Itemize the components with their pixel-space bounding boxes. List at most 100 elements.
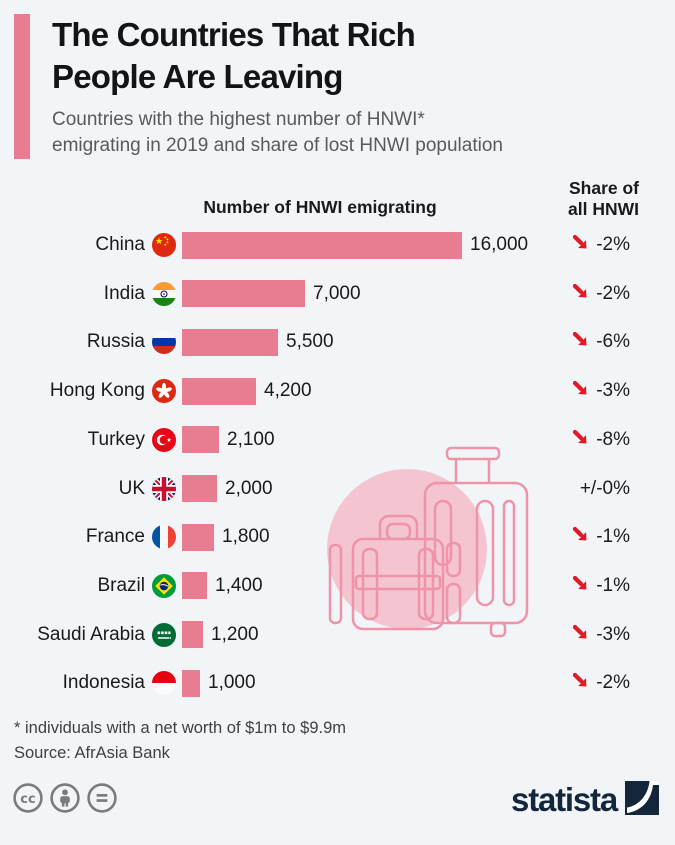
column-headers: Number of HNWI emigrating Share of all H… — [0, 171, 675, 221]
trend-down-icon — [572, 575, 589, 597]
bar-value-label: 2,000 — [225, 477, 273, 499]
china-flag-icon — [152, 233, 176, 258]
bar — [182, 377, 256, 405]
bar-zone: 1,200 — [182, 621, 575, 649]
share-cell: -2% — [572, 672, 675, 694]
india-flag-icon — [152, 281, 176, 306]
share-cell: +/-0% — [575, 478, 675, 500]
share-change-label: -6% — [596, 331, 630, 353]
bar-value-label: 1,000 — [208, 672, 256, 694]
footnote: * individuals with a net worth of $1m to… — [14, 718, 347, 737]
bar — [182, 621, 203, 649]
chart-row: China 16,000 -2% — [0, 221, 675, 270]
bar-zone: 4,200 — [182, 377, 575, 405]
bar — [182, 328, 278, 356]
share-cell: -3% — [572, 623, 675, 646]
share-change-label: -1% — [596, 574, 630, 596]
trend-down-icon — [572, 526, 589, 548]
country-label: Russia — [86, 331, 145, 353]
bar-chart: Number of HNWI emigrating Share of all H… — [0, 171, 675, 708]
chart-row: Russia 5,500 -6% — [0, 318, 675, 367]
trend-down-icon — [572, 380, 589, 402]
chart-row: France 1,800 -1% — [0, 513, 675, 562]
bar-value-label: 7,000 — [313, 282, 361, 304]
bar-zone: 2,100 — [182, 426, 575, 454]
share-change-label: -2% — [596, 672, 630, 694]
country-label: UK — [118, 477, 145, 499]
bar-value-label: 16,000 — [470, 234, 529, 256]
trend-down-icon — [572, 331, 589, 353]
creative-commons-license: cc — [12, 782, 118, 819]
bar — [182, 231, 462, 259]
no-derivatives-equals-icon — [86, 782, 118, 819]
country-label: India — [103, 282, 145, 304]
country-label: Brazil — [97, 574, 145, 596]
turkey-flag-icon — [152, 427, 176, 452]
share-cell: -6% — [572, 331, 675, 353]
share-change-label: -3% — [596, 623, 630, 645]
hong-kong-flag-icon — [152, 379, 176, 404]
country-label: Indonesia — [62, 672, 145, 694]
share-column-header: Share of all HNWI — [568, 178, 639, 220]
chart-row: India 7,000 -2% — [0, 269, 675, 318]
chart-row: Brazil 1,400 -1% — [0, 562, 675, 611]
country-label: Hong Kong — [49, 380, 145, 402]
uk-flag-icon — [152, 476, 176, 501]
trend-down-icon — [572, 234, 589, 256]
value-column-header: Number of HNWI emigrating — [203, 196, 437, 217]
source-label: Source: AfrAsia Bank — [14, 744, 170, 763]
share-change-label: -2% — [596, 234, 630, 256]
chart-rows: China 16,000 -2% India 7,000 -2% Russia 5,500 -6… — [0, 221, 675, 708]
bar — [182, 426, 219, 454]
share-change-label: -3% — [596, 380, 630, 402]
attribution-person-icon — [49, 782, 81, 819]
bar-value-label: 5,500 — [286, 331, 334, 353]
title-accent-bar — [14, 14, 30, 159]
luggage-watermark-icon — [325, 443, 540, 648]
title-block: The Countries That Rich People Are Leavi… — [52, 14, 503, 159]
statista-logo: statista — [511, 780, 659, 820]
trend-down-icon — [572, 624, 589, 646]
share-change-label: -1% — [596, 526, 630, 548]
saudi-arabia-flag-icon — [152, 622, 176, 647]
statista-wordmark: statista — [511, 781, 618, 819]
share-cell: -1% — [572, 574, 675, 597]
bar — [182, 523, 214, 551]
share-cell: -3% — [572, 380, 675, 402]
chart-row: Turkey 2,100 -8% — [0, 416, 675, 465]
share-cell: -8% — [572, 428, 675, 451]
share-change-label: +/-0% — [579, 477, 630, 499]
country-label: Turkey — [87, 428, 145, 450]
bottom-row: cc statista — [12, 780, 659, 820]
bar — [182, 669, 200, 697]
share-change-label: -8% — [596, 428, 630, 450]
svg-text:cc: cc — [20, 792, 35, 807]
bar-zone: 1,400 — [182, 572, 575, 600]
country-label: Saudi Arabia — [37, 623, 145, 645]
bar-value-label: 1,800 — [222, 526, 270, 548]
chart-row: Indonesia 1,000 -2% — [0, 659, 675, 708]
bar-value-label: 2,100 — [227, 428, 275, 450]
trend-down-icon — [572, 672, 589, 694]
bar-zone: 1,800 — [182, 523, 575, 551]
bar-value-label: 1,200 — [211, 623, 259, 645]
trend-down-icon — [572, 429, 589, 451]
chart-row: Saudi Arabia 1,200 -3% — [0, 610, 675, 659]
bar-zone: 16,000 — [182, 231, 575, 259]
russia-flag-icon — [152, 330, 176, 355]
trend-down-icon — [572, 283, 589, 305]
bar-zone: 2,000 — [182, 475, 575, 503]
indonesia-flag-icon — [152, 671, 176, 696]
chart-row: UK 2,000 +/-0% — [0, 464, 675, 513]
france-flag-icon — [152, 525, 176, 550]
share-cell: -2% — [572, 282, 675, 305]
country-label: France — [85, 526, 145, 548]
bar-zone: 1,000 — [182, 669, 575, 697]
share-cell: -1% — [572, 526, 675, 548]
bar — [182, 572, 207, 600]
share-cell: -2% — [572, 234, 675, 256]
chart-row: Hong Kong 4,200 -3% — [0, 367, 675, 416]
bar-value-label: 4,200 — [264, 380, 312, 402]
bar — [182, 475, 217, 503]
share-change-label: -2% — [596, 282, 630, 304]
